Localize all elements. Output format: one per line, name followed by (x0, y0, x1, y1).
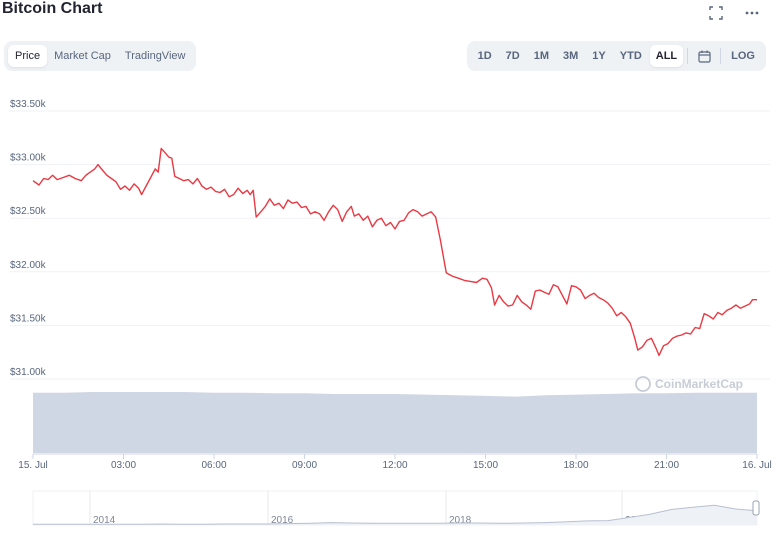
tab-tradingview[interactable]: TradingView (124, 50, 186, 62)
y-tick-label: $32.50k (10, 206, 47, 217)
log-scale-button[interactable]: LOG (731, 50, 755, 62)
range-1m-button[interactable]: 1M (533, 50, 550, 62)
x-tick-label: 18:00 (563, 460, 588, 471)
top-icons (708, 6, 760, 23)
range-ytd-button[interactable]: YTD (619, 50, 642, 62)
x-tick-label: 06:00 (201, 460, 226, 471)
x-tick-label: 15. Jul (18, 460, 47, 471)
x-tick-label: 16. Jul (742, 460, 771, 471)
x-tick-label: 09:00 (292, 460, 317, 471)
navigator[interactable]: 2014201620182020 (32, 490, 760, 526)
navigator-line (33, 504, 758, 525)
volume-area (33, 392, 757, 453)
chart-title: Bitcoin Chart (2, 0, 103, 17)
range-divider (720, 48, 722, 64)
y-tick-label: $31.00k (10, 367, 47, 378)
range-1y-button[interactable]: 1Y (592, 50, 606, 62)
price-series-line (32, 147, 757, 357)
navigator-handle[interactable] (752, 500, 760, 516)
x-tick-label: 15:00 (473, 460, 498, 471)
navigator-year-label: 2018 (449, 515, 472, 526)
range-7d-button[interactable]: 7D (505, 50, 520, 62)
x-tick-label: 03:00 (111, 460, 136, 471)
y-tick-label: $32.00k (10, 260, 47, 271)
navigator-year-label: 2014 (93, 515, 116, 526)
y-tick-label: $33.00k (10, 153, 47, 164)
y-tick-label: $33.50k (10, 99, 47, 110)
range-1d-button[interactable]: 1D (477, 50, 492, 62)
x-tick-label: 12:00 (382, 460, 407, 471)
calendar-icon[interactable] (691, 45, 717, 67)
coinmarketcap-logo-icon (635, 376, 651, 392)
x-tick-label: 21:00 (654, 460, 679, 471)
grid-lines (10, 110, 770, 380)
y-tick-label: $31.50k (10, 313, 47, 324)
y-axis: $31.00k $31.50k $32.00k $32.50k $33.00k $33.5… (10, 99, 47, 378)
fullscreen-icon[interactable] (708, 6, 724, 23)
tab-market-cap[interactable]: Market Cap (54, 50, 111, 62)
range-3m-button[interactable]: 3M (563, 50, 579, 62)
tab-price[interactable]: Price (8, 45, 48, 67)
more-icon[interactable] (744, 6, 760, 23)
volume-bars (33, 392, 757, 453)
view-tabs: Price Market Cap TradingView (4, 41, 197, 71)
range-selector: 1D 7D 1M 3M 1Y YTD ALL LOG (466, 41, 766, 71)
range-all-button[interactable]: ALL (649, 45, 684, 67)
range-divider (687, 48, 689, 64)
watermark-text: CoinMarketCap (655, 377, 743, 391)
navigator-area (33, 505, 757, 525)
price-line (32, 147, 757, 357)
navigator-year-label: 2016 (271, 515, 294, 526)
watermark: CoinMarketCap (635, 376, 743, 392)
x-axis: 15. Jul 03:00 06:00 09:00 12:00 15:00 18:00 21:… (18, 453, 772, 471)
